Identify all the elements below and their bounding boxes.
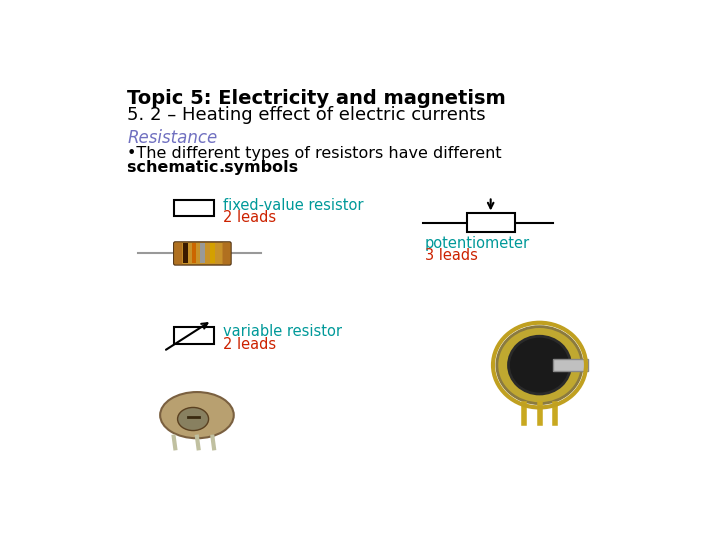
Text: 2 leads: 2 leads: [223, 211, 276, 225]
FancyBboxPatch shape: [174, 242, 231, 265]
Text: •The different types of resistors have different: •The different types of resistors have d…: [127, 146, 502, 161]
Bar: [192, 244, 196, 264]
Bar: [467, 213, 515, 232]
Bar: [210, 244, 215, 264]
Ellipse shape: [160, 392, 234, 438]
Text: potentiometer: potentiometer: [425, 236, 530, 251]
Bar: [174, 327, 214, 343]
Bar: [183, 244, 188, 264]
Bar: [200, 244, 204, 264]
Text: 3 leads: 3 leads: [425, 248, 477, 263]
Text: 5. 2 – Heating effect of electric currents: 5. 2 – Heating effect of electric curren…: [127, 106, 486, 124]
Text: fixed-value resistor: fixed-value resistor: [223, 198, 364, 213]
Ellipse shape: [508, 336, 570, 394]
Text: .: .: [219, 160, 225, 176]
Bar: [554, 359, 588, 372]
Text: schematic symbols: schematic symbols: [127, 160, 298, 176]
Ellipse shape: [497, 327, 582, 403]
Text: Resistance: Resistance: [127, 130, 217, 147]
FancyBboxPatch shape: [174, 242, 182, 264]
Bar: [174, 200, 214, 217]
Text: 2 leads: 2 leads: [223, 336, 276, 352]
Ellipse shape: [178, 408, 209, 430]
Text: variable resistor: variable resistor: [223, 325, 342, 339]
FancyBboxPatch shape: [222, 242, 230, 264]
Text: Topic 5: Electricity and magnetism: Topic 5: Electricity and magnetism: [127, 90, 506, 109]
